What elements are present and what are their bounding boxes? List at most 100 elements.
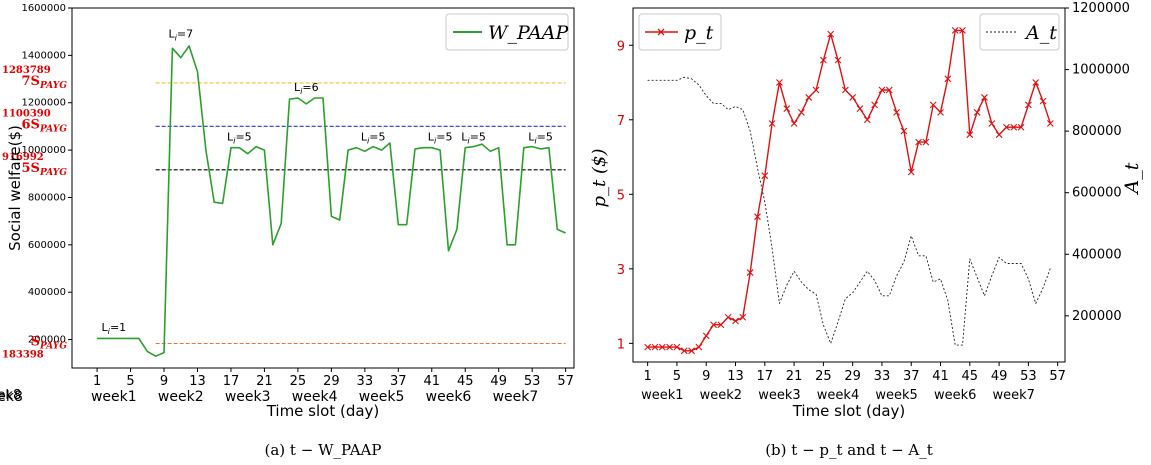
chart-a-legend-label: W_PAAP: [488, 22, 570, 44]
chart-b-x-label: Time slot (day): [792, 402, 906, 420]
chart-b-legend-left: p_t: [638, 13, 722, 51]
chart-b-pt-marker: [644, 343, 652, 351]
chart-a-ref-value: 1100390: [2, 108, 51, 119]
chart-a-ref-value: 183398: [2, 350, 44, 361]
chart-b-pt-marker: [688, 347, 695, 355]
chart-a-y-label: Social welfare($): [6, 125, 24, 251]
chart-a-caption: (a) t − W_PAAP: [265, 441, 382, 459]
chart-b-legend-right-box: [979, 13, 1060, 51]
chart-b-week-label: week4: [817, 388, 859, 403]
chart-b-week-label: week1: [641, 388, 683, 403]
chart-b-pt-marker: [900, 127, 908, 135]
chart-a-week-label: week3: [225, 389, 271, 405]
chart-b-pt-marker: [827, 30, 835, 38]
chart-a-ref-label: 5SPAYG: [22, 161, 68, 178]
chart-b-legend-left-marker: [657, 28, 665, 36]
chart-b-pt-marker: [995, 131, 1003, 139]
chart-b-right-y-tick-label: 600000: [1072, 186, 1122, 201]
chart-b-pt-marker: [790, 120, 798, 127]
chart-b-week-label: week5: [875, 388, 917, 403]
chart-b-x-tick-label: 45: [962, 369, 979, 384]
chart-b-pt-marker: [805, 94, 813, 101]
chart-a-x-label: Time slot (day): [266, 402, 380, 420]
chart-b-pt-marker: [1032, 79, 1040, 86]
chart-a-annotations: Li=1 Li=7 Li=6 Li=5 Li=5 Li=5 Li=5 Li=5: [102, 28, 553, 337]
chart-a-x-tick-label: 21: [256, 374, 273, 389]
chart-b-legend-right-label: A_t: [1024, 22, 1057, 44]
chart-b-pt-marker: [819, 56, 827, 64]
chart-b-pt-marker: [966, 131, 974, 139]
chart-b-pt-marker: [915, 138, 922, 146]
chart-b-pt-marker: [871, 101, 879, 109]
chart-b-pt-marker: [1010, 123, 1018, 131]
chart-b-at-line: [647, 76, 1051, 346]
chart-a-y-tick-label: 1600000: [21, 3, 66, 14]
chart-b-x-tick-label: 57: [1049, 369, 1066, 384]
chart-b-pt-marker: [1003, 123, 1010, 131]
chart-b-left-y-label: p_t ($): [589, 149, 610, 208]
chart-b-legend-right: A_t: [979, 13, 1060, 51]
chart-a-annotation: Li=5: [428, 131, 453, 146]
chart-a-ref-value: 916992: [2, 152, 44, 163]
chart-a-y-tick-label: 800000: [28, 192, 66, 203]
chart-a-ref-value: 1283789: [2, 65, 51, 76]
chart-a-y-tick-label: 1000000: [21, 145, 66, 156]
chart-b-right-y-tick-label: 800000: [1072, 124, 1122, 139]
chart-b-pt-marker: [761, 172, 769, 180]
chart-a-x-tick-label: 1: [93, 374, 101, 389]
chart-b-week-label: week7: [993, 388, 1035, 403]
chart-b-x-tick-label: 49: [991, 369, 1008, 384]
chart-b-pt-marker: [702, 332, 710, 340]
chart-b-left-y-tick-label: 9: [617, 39, 625, 54]
chart-b-pt-marker: [885, 86, 893, 94]
chart-b-pt-marker: [1017, 123, 1025, 131]
chart-b-pt-marker: [1046, 120, 1054, 127]
chart-a-week-label: week5: [359, 389, 405, 405]
chart-b-pt-marker: [812, 86, 820, 94]
chart-b-left-y-tick-label: 1: [617, 337, 625, 352]
chart-b-pt-marker: [724, 313, 732, 321]
chart-b-right-y-tick-label: 400000: [1072, 247, 1122, 262]
chart-a-annotation: Li=5: [528, 131, 553, 146]
chart-a-x-tick-label: 53: [524, 374, 541, 389]
chart-a-week-label: week2: [158, 389, 204, 405]
chart-b-pt-marker: [717, 321, 725, 329]
chart-a-week-label: week1: [91, 389, 137, 405]
chart-b-pt-marker: [981, 94, 988, 101]
chart-a-annotation: Li=5: [227, 131, 252, 146]
chart-b-pt-marker: [849, 94, 857, 101]
chart-b-pt-marker: [878, 86, 886, 94]
chart-b-left-y-ticks: 1 3 5 7 9: [617, 39, 633, 352]
chart-b-pt-marker: [776, 79, 783, 86]
chart-a-x-tick-label: 57: [557, 374, 574, 389]
chart-a-x-tick-label: 29: [323, 374, 340, 389]
chart-a-legend-box: [445, 13, 569, 51]
chart-b-right-y-tick-label: 1200000: [1072, 1, 1130, 16]
chart-b-x-tick-label: 17: [757, 369, 774, 384]
chart-b-caption: (b) t − p_t and t − A_t: [765, 441, 933, 459]
chart-b-x-tick-label: 25: [815, 369, 832, 384]
chart-a-series-line: [97, 45, 566, 358]
chart-b-pt-marker: [783, 105, 791, 112]
chart-b-pt-marker: [893, 108, 900, 116]
chart-a-week-label: week6: [426, 389, 472, 405]
chart-b-pt-marker: [1025, 101, 1032, 109]
chart-b-pt-marker: [710, 321, 717, 329]
chart-a-x-tick-label: 5: [126, 374, 134, 389]
chart-b-right-y-ticks: 200000 400000 600000 800000 1000000 1200000: [1065, 1, 1130, 324]
chart-b-week-label: week2: [700, 388, 742, 403]
chart-b-x-tick-label: 5: [673, 369, 681, 384]
chart-b-pt-marker: [988, 120, 996, 127]
chart-b-right-y-tick-label: 1000000: [1072, 63, 1130, 78]
chart-b-pt-marker: [834, 56, 842, 64]
chart-a-x-tick-label: 49: [490, 374, 507, 389]
chart-a-annotation: Li=7: [168, 28, 193, 43]
chart-b-pt-marker: [680, 347, 688, 355]
chart-b-left-y-tick-label: 3: [617, 263, 625, 278]
chart-a-x-ticks: 1 5 9 13 17 21 25 29 33 37 41 45 49 53 57 week1 week2 wee…: [0, 368, 574, 405]
chart-b-x-tick-label: 13: [727, 369, 744, 384]
chart-b-pt-marker: [937, 108, 944, 116]
chart-a-frame: [71, 7, 575, 369]
